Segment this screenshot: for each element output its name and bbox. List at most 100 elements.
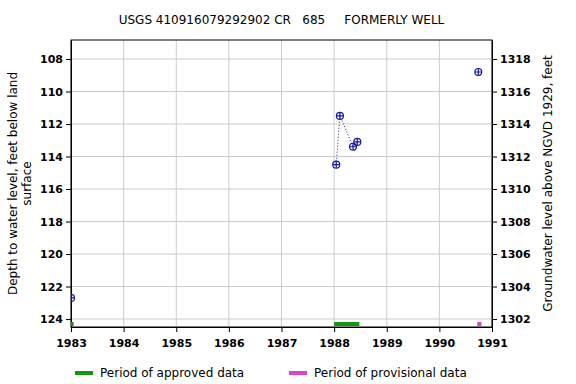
tick-label: 1318 bbox=[500, 53, 531, 66]
tick-mark bbox=[66, 222, 71, 223]
data-period bbox=[71, 322, 74, 326]
axis-title: Groundwater level above NGVD 1929, feet bbox=[541, 55, 555, 312]
tick-mark bbox=[492, 124, 497, 125]
grid-line bbox=[71, 221, 492, 222]
plot-frame bbox=[71, 40, 492, 327]
tick-label: 1308 bbox=[500, 216, 531, 229]
tick: 1989 bbox=[372, 327, 403, 350]
tick-mark bbox=[176, 327, 177, 332]
tick-label: 1989 bbox=[372, 337, 403, 350]
grid-line bbox=[71, 286, 492, 287]
y-axis: 108110112114116118120122124 bbox=[40, 41, 71, 328]
legend-label: Period of provisional data bbox=[314, 366, 467, 380]
tick-mark bbox=[282, 327, 283, 332]
grid-line bbox=[439, 40, 440, 327]
grid-line bbox=[71, 91, 492, 92]
tick-mark bbox=[492, 59, 497, 60]
grid-line bbox=[228, 40, 229, 327]
title: USGS 410916079292902 CR 685 FORMERLY WEL… bbox=[119, 13, 445, 27]
tick: 1990 bbox=[425, 327, 456, 350]
data-point bbox=[71, 294, 75, 301]
tick-mark bbox=[387, 327, 388, 332]
tick: 1308 bbox=[492, 216, 531, 229]
tick-mark bbox=[492, 254, 497, 255]
data-point bbox=[333, 161, 340, 168]
tick-label: 114 bbox=[40, 151, 63, 164]
tick-mark bbox=[229, 327, 230, 332]
tick-mark bbox=[66, 124, 71, 125]
tick-label: 118 bbox=[40, 216, 63, 229]
tick: 108 bbox=[40, 53, 71, 66]
legend: Period of approved data Period of provisi… bbox=[75, 366, 467, 380]
tick-mark bbox=[334, 327, 335, 332]
tick: 1302 bbox=[492, 313, 531, 326]
tick: 1310 bbox=[492, 183, 531, 196]
tick-label: 1302 bbox=[500, 313, 531, 326]
data-point bbox=[350, 143, 357, 150]
legend-label: Period of approved data bbox=[100, 366, 244, 380]
tick-mark bbox=[492, 287, 497, 288]
axis-title: Depth to water level, feet below land bbox=[6, 72, 20, 295]
tick: 1312 bbox=[492, 151, 531, 164]
tick-mark bbox=[492, 222, 497, 223]
tick-mark bbox=[66, 59, 71, 60]
tick-mark bbox=[66, 319, 71, 320]
tick: 124 bbox=[40, 313, 71, 326]
tick: 1984 bbox=[109, 327, 140, 350]
tick-mark bbox=[492, 319, 497, 320]
tick-label: 116 bbox=[40, 183, 63, 196]
tick: 1986 bbox=[214, 327, 245, 350]
tick-mark bbox=[492, 327, 493, 332]
tick-label: 1304 bbox=[500, 281, 531, 294]
tick: 114 bbox=[40, 151, 71, 164]
tick: 122 bbox=[40, 281, 71, 294]
tick-label: 1306 bbox=[500, 248, 531, 261]
legend-swatch bbox=[289, 371, 307, 375]
tick-mark bbox=[492, 92, 497, 93]
data-point bbox=[475, 69, 482, 76]
tick-mark bbox=[492, 189, 497, 190]
tick: 1314 bbox=[492, 118, 531, 131]
chart: 1983 1984 1985 1986 1987 1988 1989 1990 1991 108 1… bbox=[0, 0, 576, 384]
tick-mark bbox=[71, 327, 72, 332]
data-period bbox=[477, 322, 481, 326]
grid-line bbox=[281, 40, 282, 327]
plot-area bbox=[71, 69, 482, 326]
tick-mark bbox=[124, 327, 125, 332]
data-point bbox=[354, 138, 361, 145]
tick-label: 1986 bbox=[214, 337, 245, 350]
tick: 1318 bbox=[492, 53, 531, 66]
grid-line bbox=[71, 319, 492, 320]
tick-mark bbox=[66, 92, 71, 93]
tick-label: 1314 bbox=[500, 118, 531, 131]
legend-swatch bbox=[75, 371, 93, 375]
grid-line bbox=[71, 189, 492, 190]
grid-line bbox=[176, 40, 177, 327]
tick-label: 1987 bbox=[267, 337, 298, 350]
tick: 110 bbox=[40, 86, 71, 99]
grid-line bbox=[71, 59, 492, 60]
tick: 1304 bbox=[492, 281, 531, 294]
data-point bbox=[336, 112, 343, 119]
grid-line bbox=[71, 124, 492, 125]
tick-mark bbox=[66, 157, 71, 158]
grid-line bbox=[386, 40, 387, 327]
axis-title: surface bbox=[20, 161, 34, 205]
tick-label: 1985 bbox=[161, 337, 192, 350]
tick-label: 1991 bbox=[477, 337, 508, 350]
tick: 1316 bbox=[492, 86, 531, 99]
x-axis: 1983 1984 1985 1986 1987 1988 1989 1990 1991 bbox=[56, 327, 508, 350]
grid-line bbox=[71, 254, 492, 255]
grid-line bbox=[71, 156, 492, 157]
tick-label: 1984 bbox=[109, 337, 140, 350]
tick-label: 120 bbox=[40, 248, 63, 261]
tick-label: 1983 bbox=[56, 337, 87, 350]
tick: 1987 bbox=[267, 327, 298, 350]
tick: 1991 bbox=[477, 327, 508, 350]
tick: 118 bbox=[40, 216, 71, 229]
grid bbox=[71, 40, 492, 327]
tick-mark bbox=[439, 327, 440, 332]
tick-label: 1312 bbox=[500, 151, 531, 164]
tick: 1985 bbox=[161, 327, 192, 350]
tick-label: 1988 bbox=[319, 337, 350, 350]
